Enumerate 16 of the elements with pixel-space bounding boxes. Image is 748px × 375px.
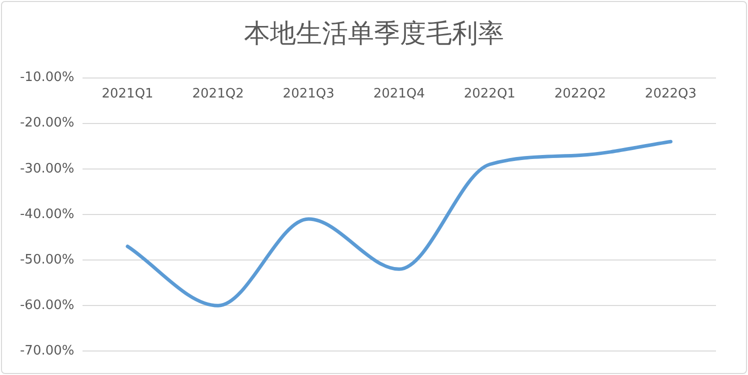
x-tick-label: 2022Q1 [464, 86, 516, 102]
x-tick-label: 2021Q1 [102, 86, 154, 102]
y-tick-label: -30.00% [20, 161, 74, 176]
y-tick-label: -20.00% [20, 116, 74, 131]
x-tick-label: 2021Q2 [192, 86, 244, 102]
y-tick-label: -50.00% [20, 252, 74, 268]
y-tick-label: -40.00% [20, 206, 74, 222]
y-tick-label: -60.00% [20, 298, 74, 314]
x-tick-label: 2022Q2 [554, 86, 606, 102]
x-tick-label: 2021Q4 [373, 86, 425, 102]
chart-title: 本地生活单季度毛利率 [243, 18, 505, 51]
y-tick-label: -10.00% [20, 70, 74, 86]
y-tick-label: -70.00% [20, 344, 74, 359]
x-tick-label: 2022Q3 [644, 86, 697, 102]
x-tick-label: 2021Q3 [282, 86, 334, 102]
line-series [126, 140, 672, 308]
